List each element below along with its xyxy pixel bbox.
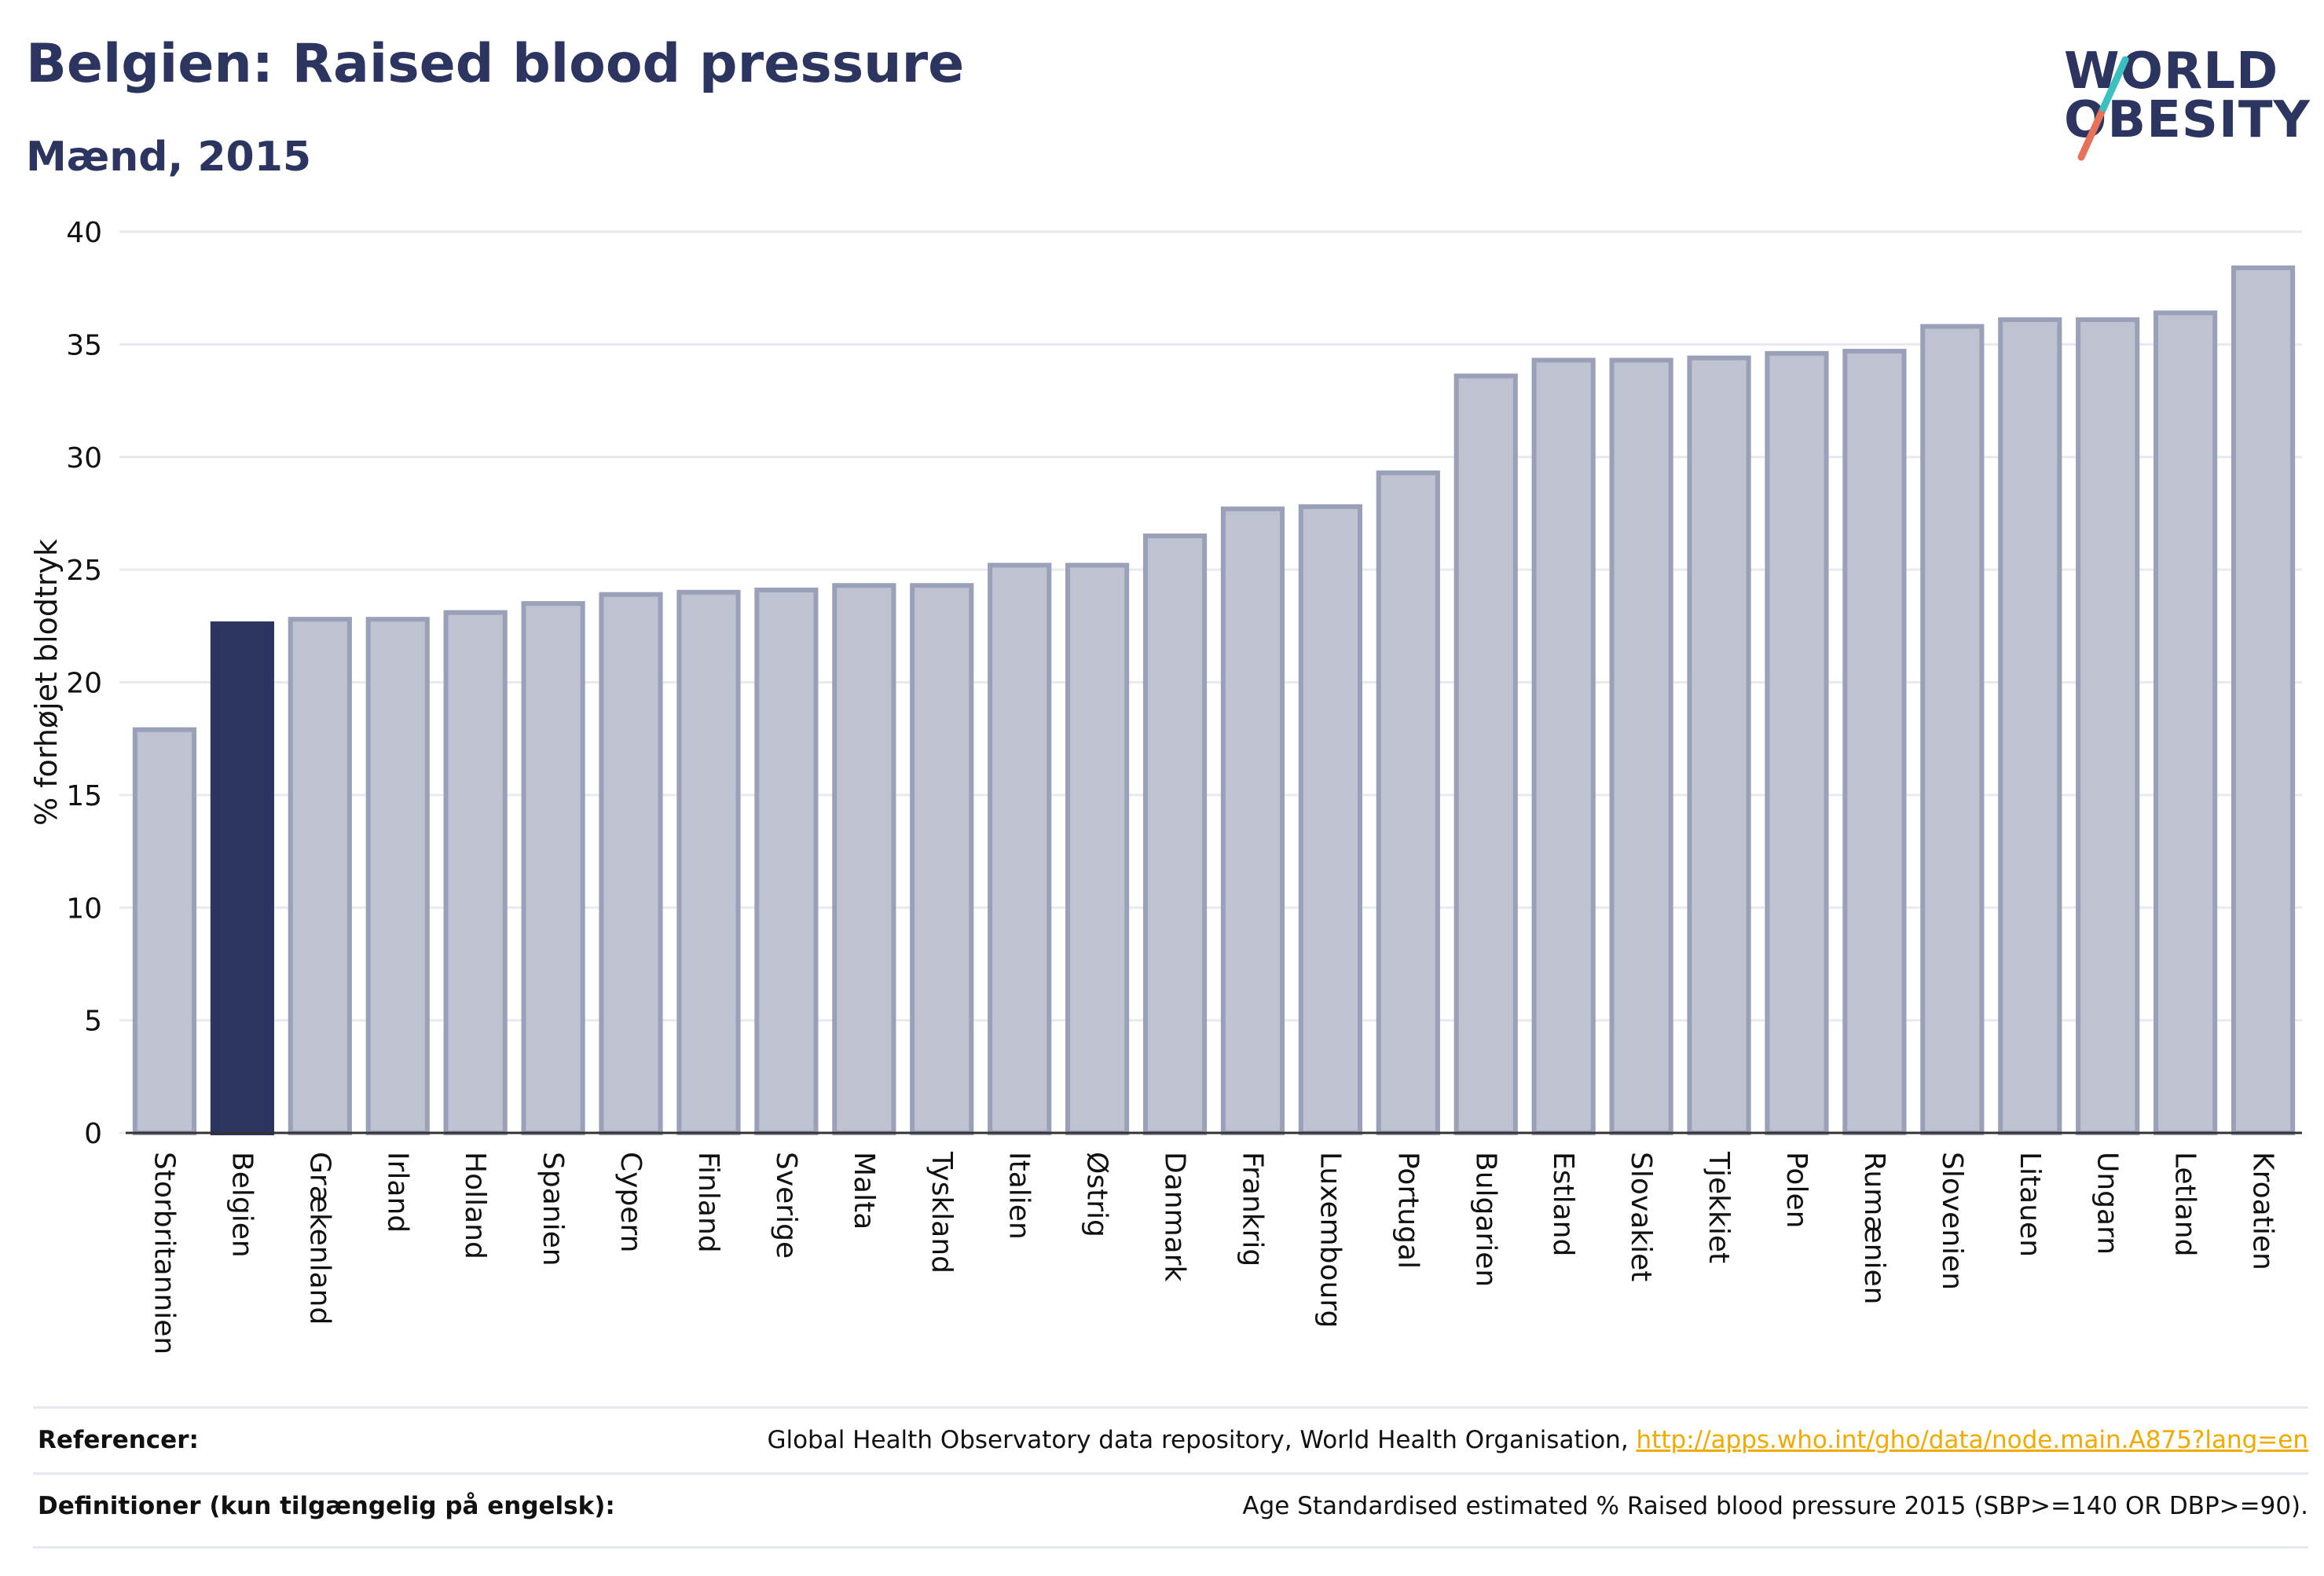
y-tick-label: 40	[66, 217, 102, 249]
bar-letland[interactable]	[2154, 310, 2218, 1136]
bar-tjekkiet[interactable]	[1687, 355, 1751, 1135]
bar-irland[interactable]	[365, 617, 430, 1135]
x-tick-label: Storbritannien	[148, 1152, 180, 1354]
y-tick-label: 0	[84, 1118, 102, 1150]
y-tick-label: 20	[66, 668, 102, 700]
bar-holland[interactable]	[443, 610, 508, 1135]
bar-bulgarien[interactable]	[1453, 373, 1518, 1135]
bar-danmark[interactable]	[1142, 533, 1208, 1135]
x-tick-label: Ungarn	[2091, 1152, 2124, 1255]
definitions-row: Definitioner (kun tilgængelig på engelsk…	[33, 1472, 2308, 1538]
x-tick-label: Østrig	[1081, 1152, 1113, 1237]
y-tick-label: 15	[66, 780, 102, 812]
bar-sverige[interactable]	[754, 587, 819, 1135]
x-tick-label: Grækenland	[303, 1152, 335, 1325]
axes: 0 5 10 15 20 25 30 35 40 Storbritannien Belgien Græ…	[66, 217, 2302, 1354]
bar-spanien[interactable]	[521, 601, 585, 1135]
bar-polen[interactable]	[1765, 350, 1829, 1136]
bar-portugal[interactable]	[1376, 470, 1440, 1135]
bar-frankrig[interactable]	[1220, 506, 1285, 1135]
references-value: Global Health Observatory data repositor…	[767, 1426, 2308, 1454]
x-tick-label: Irland	[381, 1152, 413, 1233]
x-tick-label: Holland	[459, 1152, 491, 1259]
x-tick-label: Sverige	[770, 1152, 802, 1259]
bar-luxembourg[interactable]	[1298, 504, 1362, 1135]
x-tick-label: Frankrig	[1236, 1152, 1268, 1266]
x-tick-label: Tjekkiet	[1703, 1151, 1735, 1263]
x-tick-label: Bulgarien	[1469, 1152, 1501, 1287]
bar-ungarn[interactable]	[2076, 317, 2140, 1135]
x-tick-label: Estland	[1547, 1152, 1579, 1256]
bar-litauen[interactable]	[1998, 317, 2062, 1135]
references-label: Referencer:	[38, 1426, 199, 1454]
bar-østrig[interactable]	[1065, 563, 1130, 1135]
y-tick-label: 35	[66, 329, 102, 361]
references-link[interactable]: http://apps.who.int/gho/data/node.main.A…	[1636, 1426, 2308, 1454]
x-tick-label: Danmark	[1159, 1152, 1191, 1282]
x-tick-label: Italien	[1003, 1152, 1036, 1240]
bar-italien[interactable]	[988, 563, 1052, 1135]
x-tick-label: Spanien	[537, 1152, 569, 1266]
definitions-text: Age Standardised estimated % Raised bloo…	[1242, 1492, 2308, 1520]
bar-storbritannien[interactable]	[132, 727, 197, 1135]
bar-estland[interactable]	[1531, 357, 1596, 1135]
y-tick-label: 10	[66, 892, 102, 925]
logo-line1: WORLD	[2064, 42, 2279, 101]
bar-belgien[interactable]	[210, 621, 274, 1135]
y-tick-label: 5	[84, 1006, 102, 1038]
bar-slovenien[interactable]	[1920, 324, 1985, 1135]
bars	[132, 265, 2296, 1136]
x-tick-label: Tyskland	[926, 1151, 958, 1274]
x-tick-label: Malta	[848, 1152, 880, 1230]
chart-title: Belgien: Raised blood pressure	[26, 33, 965, 95]
x-tick-label: Slovenien	[1936, 1152, 1968, 1290]
bar-cypern[interactable]	[599, 592, 663, 1136]
y-tick-label: 25	[66, 555, 102, 587]
x-tick-label: Letland	[2169, 1152, 2201, 1256]
world-obesity-logo[interactable]: WORLD OBESITY	[2055, 38, 2310, 163]
x-tick-label: Kroatien	[2247, 1152, 2279, 1270]
x-tick-label: Luxembourg	[1314, 1152, 1346, 1328]
bar-finland[interactable]	[676, 589, 741, 1135]
references-text: Global Health Observatory data repositor…	[767, 1426, 1637, 1454]
x-tick-label: Slovakiet	[1625, 1152, 1657, 1281]
bar-slovakiet[interactable]	[1609, 357, 1673, 1135]
bar-kroatien[interactable]	[2231, 265, 2296, 1135]
y-axis-label: % forhøjet blodtryk	[29, 539, 64, 826]
y-tick-label: 30	[66, 442, 102, 475]
bar-grækenland[interactable]	[288, 617, 352, 1135]
logo-slash-icon	[2077, 56, 2129, 161]
bar-tyskland[interactable]	[910, 583, 974, 1135]
bar-chart: 0 5 10 15 20 25 30 35 40 Storbritannien Belgien Græ…	[29, 217, 2302, 1354]
chart-subtitle: Mænd, 2015	[26, 134, 312, 181]
x-tick-label: Litauen	[2014, 1152, 2046, 1257]
bar-rumænien[interactable]	[1842, 348, 1907, 1136]
bar-malta[interactable]	[832, 583, 896, 1135]
x-tick-label: Portugal	[1391, 1152, 1424, 1269]
references-row: Referencer: Global Health Observatory da…	[33, 1406, 2308, 1472]
x-tick-label: Polen	[1780, 1152, 1813, 1228]
x-tick-label: Cypern	[614, 1152, 647, 1252]
x-tick-label: Finland	[692, 1152, 724, 1253]
definitions-label: Definitioner (kun tilgængelig på engelsk…	[38, 1492, 615, 1520]
footer-divider	[33, 1546, 2308, 1549]
x-tick-label: Rumænien	[1858, 1152, 1890, 1304]
x-tick-label: Belgien	[225, 1152, 258, 1258]
